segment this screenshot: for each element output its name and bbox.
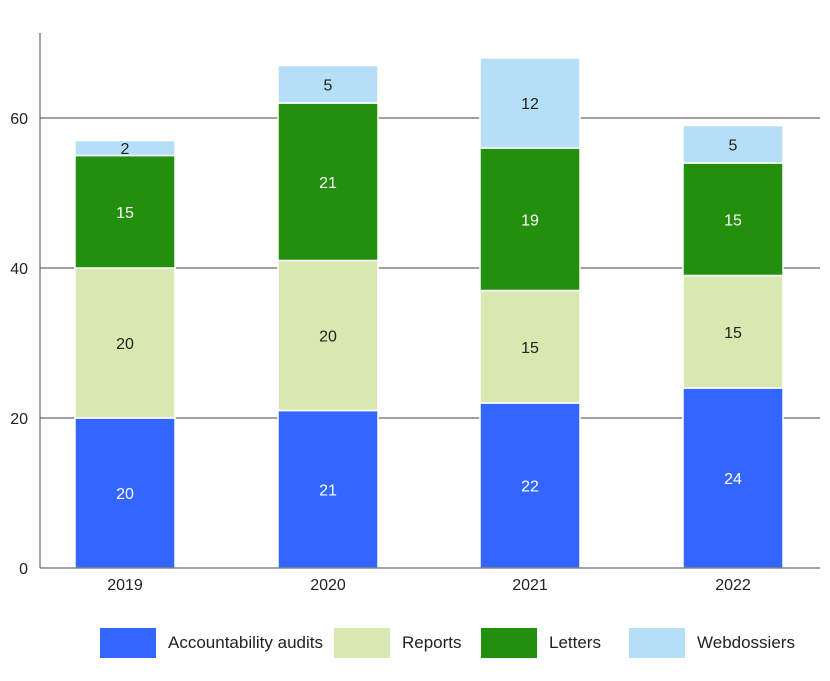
data-label: 2 <box>121 141 130 158</box>
y-tick-label: 40 <box>10 261 28 278</box>
bar-segment <box>682 124 784 164</box>
bar-segment <box>479 57 581 149</box>
legend-label: Accountability audits <box>168 633 323 652</box>
x-tick-label: 2021 <box>512 577 548 594</box>
bar-segment <box>74 139 176 157</box>
bar-segment <box>74 154 176 269</box>
legend-label: Letters <box>549 633 601 652</box>
legend-item-webdossiers[interactable]: Webdossiers <box>629 626 795 660</box>
x-tick-label: 2020 <box>310 577 346 594</box>
x-tick-label: 2019 <box>107 577 143 594</box>
legend-item-reports[interactable]: Reports <box>334 626 462 660</box>
y-tick-label: 60 <box>10 111 28 128</box>
data-label: 24 <box>724 471 742 488</box>
legend-label: Reports <box>402 633 462 652</box>
legend-swatch <box>100 628 156 658</box>
legend-swatch <box>629 628 685 658</box>
bar-segment <box>277 259 379 412</box>
data-label: 12 <box>521 96 539 113</box>
data-label: 19 <box>521 212 539 229</box>
legend-item-letters[interactable]: Letters <box>481 626 601 660</box>
data-label: 20 <box>116 336 134 353</box>
y-tick-label: 0 <box>19 561 28 578</box>
x-tick-label: 2022 <box>715 577 751 594</box>
bar-segment <box>682 162 784 277</box>
data-label: 5 <box>324 77 333 94</box>
legend-swatch <box>481 628 537 658</box>
bar-segment <box>682 274 784 389</box>
y-tick-label: 20 <box>10 411 28 428</box>
data-label: 21 <box>319 482 337 499</box>
data-label: 22 <box>521 479 539 496</box>
data-label: 20 <box>319 329 337 346</box>
data-label: 15 <box>116 205 134 222</box>
data-label: 21 <box>319 175 337 192</box>
bar-segment <box>277 102 379 262</box>
data-label: 15 <box>521 340 539 357</box>
data-label: 15 <box>724 212 742 229</box>
legend-item-accountability-audits[interactable]: Accountability audits <box>100 626 323 660</box>
bar-segment <box>277 64 379 104</box>
data-label: 5 <box>729 137 738 154</box>
bars: 20 20 15 2 21 20 21 5 22 15 19 12 24 15 15 5 <box>74 57 784 569</box>
data-label: 15 <box>724 325 742 342</box>
legend: Accountability audits Reports Letters We… <box>0 626 830 660</box>
bar-segment <box>682 387 784 569</box>
bar-segment <box>479 402 581 569</box>
legend-label: Webdossiers <box>697 633 795 652</box>
data-label: 20 <box>116 486 134 503</box>
legend-swatch <box>334 628 390 658</box>
bar-segment <box>479 147 581 292</box>
bar-segment <box>479 289 581 404</box>
bar-segment <box>74 417 176 569</box>
